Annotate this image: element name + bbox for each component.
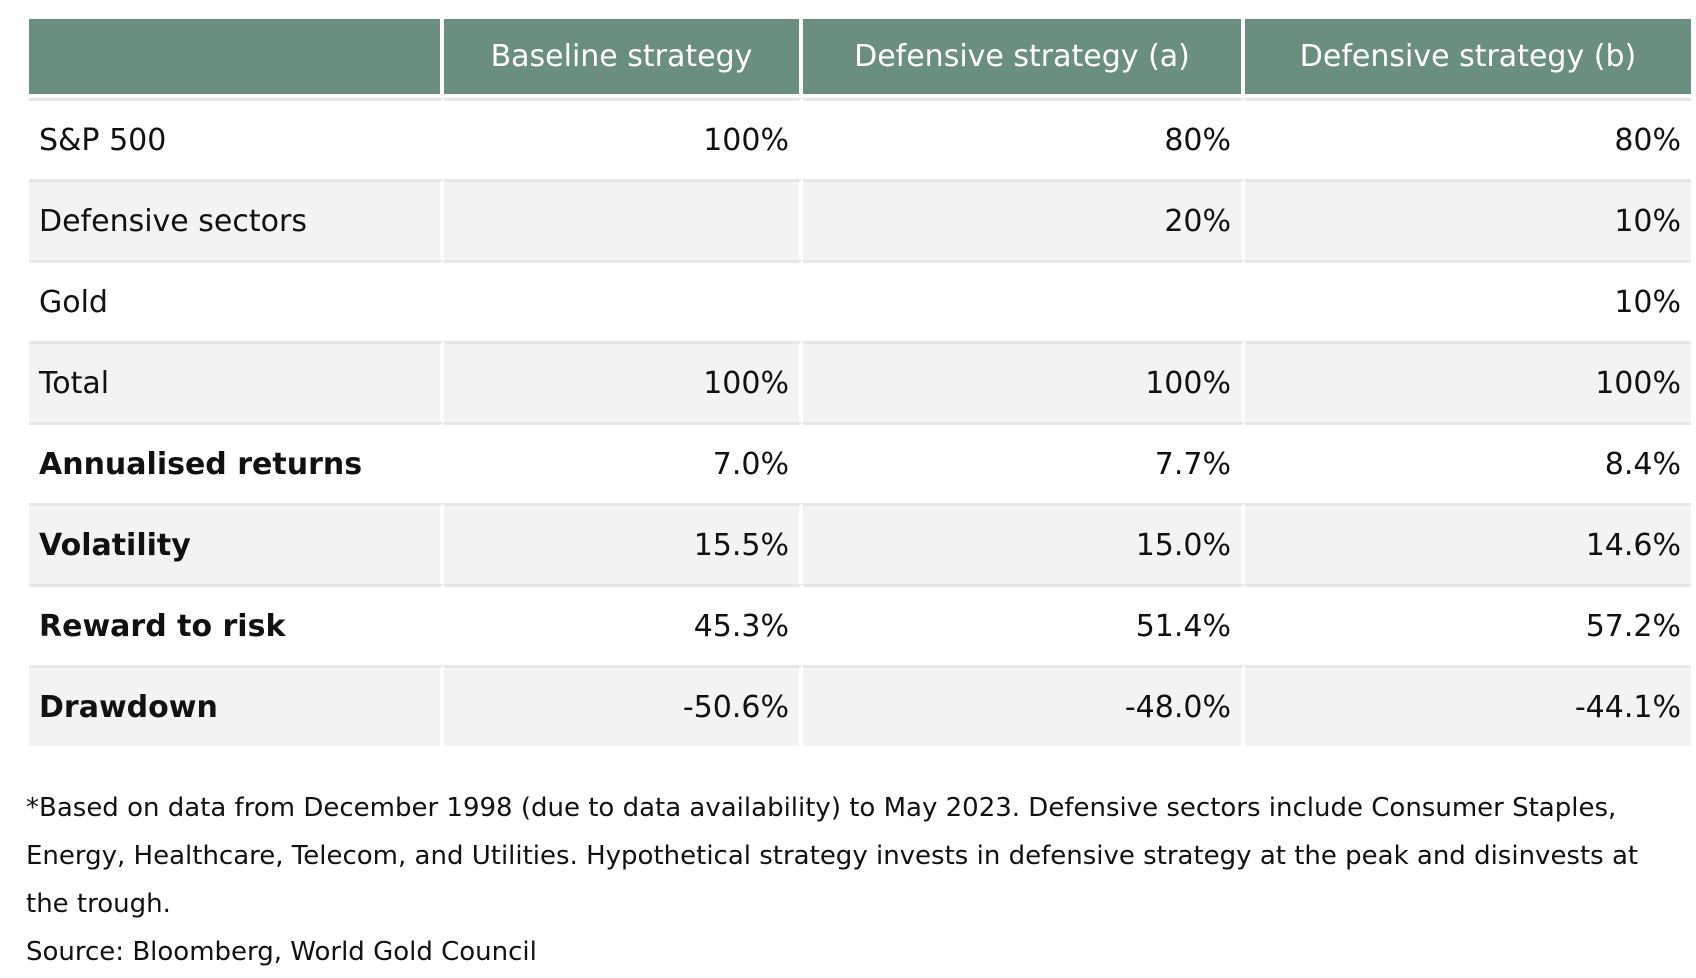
- cell-defensive-a: 7.7%: [803, 422, 1245, 503]
- table-row: Drawdown -50.6% -48.0% -44.1%: [29, 665, 1691, 746]
- cell-defensive-a: 15.0%: [803, 503, 1245, 584]
- table-row: S&P 500 100% 80% 80%: [29, 98, 1691, 179]
- row-label: Reward to risk: [29, 584, 444, 665]
- row-label: Total: [29, 341, 444, 422]
- header-cell-empty: [29, 19, 444, 98]
- footnote-source: Source: Bloomberg, World Gold Council: [26, 937, 537, 967]
- cell-defensive-a: 51.4%: [803, 584, 1245, 665]
- header-cell-defensive-a: Defensive strategy (a): [803, 19, 1245, 98]
- strategy-comparison-table: Baseline strategy Defensive strategy (a)…: [29, 19, 1691, 746]
- header-cell-baseline: Baseline strategy: [444, 19, 803, 98]
- cell-defensive-a: 100%: [803, 341, 1245, 422]
- row-label: Gold: [29, 260, 444, 341]
- table-row: Gold 10%: [29, 260, 1691, 341]
- cell-defensive-b: 8.4%: [1245, 422, 1691, 503]
- header-cell-defensive-b: Defensive strategy (b): [1245, 19, 1691, 98]
- footnote-note: *Based on data from December 1998 (due t…: [26, 793, 1639, 919]
- cell-defensive-a: -48.0%: [803, 665, 1245, 746]
- table-row: Volatility 15.5% 15.0% 14.6%: [29, 503, 1691, 584]
- table-row: Annualised returns 7.0% 7.7% 8.4%: [29, 422, 1691, 503]
- cell-defensive-b: 80%: [1245, 98, 1691, 179]
- cell-defensive-b: 10%: [1245, 260, 1691, 341]
- cell-defensive-a: 20%: [803, 179, 1245, 260]
- cell-baseline: 45.3%: [444, 584, 803, 665]
- cell-baseline: [444, 260, 803, 341]
- cell-defensive-a: [803, 260, 1245, 341]
- cell-defensive-b: 100%: [1245, 341, 1691, 422]
- row-label: Drawdown: [29, 665, 444, 746]
- cell-baseline: -50.6%: [444, 665, 803, 746]
- cell-defensive-b: 10%: [1245, 179, 1691, 260]
- strategy-comparison-table-container: Baseline strategy Defensive strategy (a)…: [29, 19, 1691, 746]
- row-label: Defensive sectors: [29, 179, 444, 260]
- footnote: *Based on data from December 1998 (due t…: [26, 784, 1676, 976]
- cell-defensive-b: -44.1%: [1245, 665, 1691, 746]
- cell-baseline: [444, 179, 803, 260]
- row-label: S&P 500: [29, 98, 444, 179]
- cell-defensive-b: 57.2%: [1245, 584, 1691, 665]
- cell-defensive-b: 14.6%: [1245, 503, 1691, 584]
- cell-defensive-a: 80%: [803, 98, 1245, 179]
- cell-baseline: 100%: [444, 341, 803, 422]
- table-row: Total 100% 100% 100%: [29, 341, 1691, 422]
- cell-baseline: 7.0%: [444, 422, 803, 503]
- cell-baseline: 100%: [444, 98, 803, 179]
- header-row: Baseline strategy Defensive strategy (a)…: [29, 19, 1691, 98]
- cell-baseline: 15.5%: [444, 503, 803, 584]
- table-row: Reward to risk 45.3% 51.4% 57.2%: [29, 584, 1691, 665]
- table-row: Defensive sectors 20% 10%: [29, 179, 1691, 260]
- row-label: Annualised returns: [29, 422, 444, 503]
- row-label: Volatility: [29, 503, 444, 584]
